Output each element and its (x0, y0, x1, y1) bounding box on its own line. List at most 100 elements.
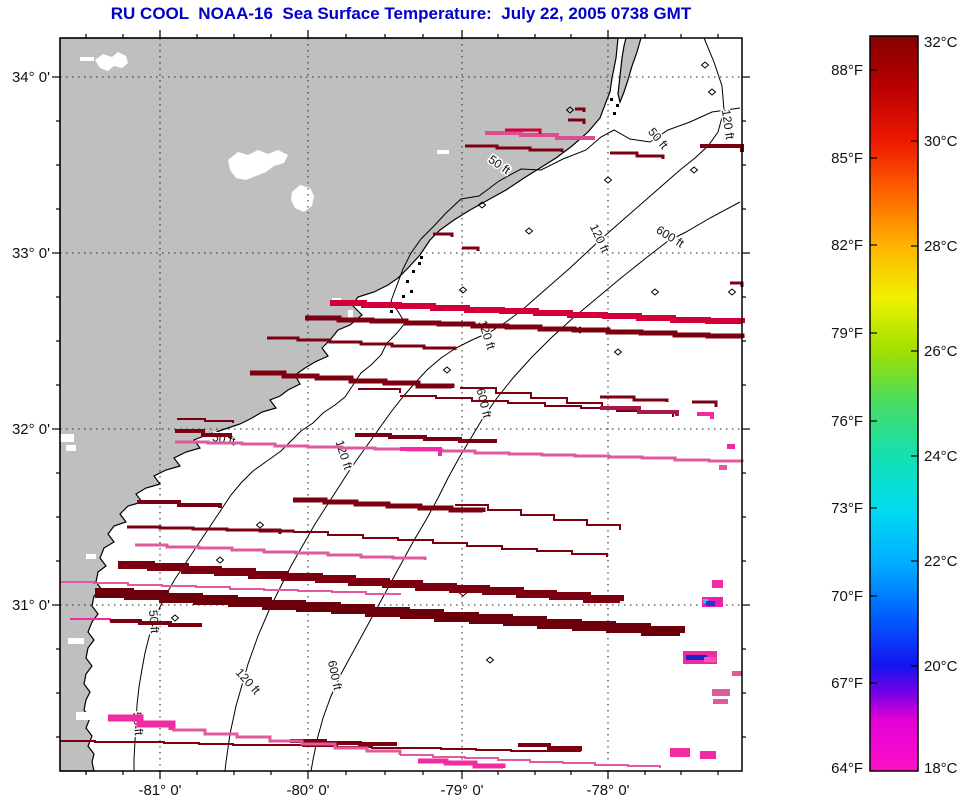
x-axis-label: -81° 0' (138, 782, 181, 799)
depth-islet (565, 106, 575, 114)
coast-dot (412, 270, 415, 273)
sst-scanline (177, 418, 234, 423)
lake (291, 185, 314, 212)
sst-scanline (293, 497, 486, 513)
colorbar-label-celsius: 32°C (924, 34, 958, 51)
sst-scanline (137, 500, 222, 508)
map-frame-layer (59, 37, 743, 772)
sst-scanline (610, 151, 665, 159)
contour-label: 120 ft (476, 318, 499, 352)
sst-patch (712, 580, 723, 588)
colorbar-label-celsius: 30°C (924, 133, 958, 150)
sst-patch (704, 657, 716, 662)
colorbar-label-celsius: 20°C (924, 658, 958, 675)
sst-scanline (172, 728, 402, 755)
colorbar-label-celsius: 22°C (924, 553, 958, 570)
depth-contour (310, 201, 741, 772)
contour-label: 120 ft (719, 109, 737, 141)
sst-scanline (60, 740, 581, 752)
depth-islet (700, 61, 710, 69)
sst-patch (712, 689, 730, 696)
x-axis-label: -79° 0' (440, 782, 483, 799)
sst-scanline (230, 528, 282, 534)
sst-scanline (455, 504, 621, 530)
white-patch (76, 712, 96, 720)
sst-patch (719, 465, 727, 470)
sst-scanline (697, 412, 714, 419)
white-patch (68, 638, 84, 644)
white-patch (66, 445, 76, 451)
sst-scanline (575, 107, 586, 112)
depth-contour (133, 107, 741, 771)
sst-patch (706, 601, 715, 606)
contour-label: 50 ft (645, 125, 671, 152)
sst-scanline (118, 561, 624, 603)
coast-dot (418, 262, 421, 265)
coast-dot (420, 256, 423, 259)
colorbar-label-fahrenheit: 76°F (831, 413, 863, 430)
sst-scanline (95, 588, 685, 636)
sst-scanline (418, 758, 506, 769)
colorbar-label-fahrenheit: 67°F (831, 675, 863, 692)
sst-scanline (135, 543, 427, 560)
colorbar-label-fahrenheit: 64°F (831, 760, 863, 777)
sst-scanline (108, 714, 176, 730)
x-axis-label: -80° 0' (286, 782, 329, 799)
contour-label: 600 ft (473, 387, 494, 420)
contour-label: 600 ft (654, 223, 687, 251)
coast-dot (390, 310, 393, 313)
colorbar-label-celsius: 28°C (924, 238, 958, 255)
land-layer (59, 37, 642, 772)
depth-islet (477, 201, 487, 209)
sst-scanline (175, 429, 232, 438)
sst-scanline (505, 128, 542, 134)
axis-tick-layer (52, 30, 750, 779)
white-patch (136, 610, 148, 615)
colorbar-label-celsius: 24°C (924, 448, 958, 465)
sst-scanline (400, 754, 661, 768)
sst-patch (700, 751, 716, 759)
depth-contour (224, 37, 725, 772)
sst-patch (686, 655, 707, 660)
sst-scanline (485, 131, 595, 140)
colorbar-bar (869, 35, 919, 772)
y-axis-label: 34° 0' (12, 69, 50, 86)
coast-dot (610, 98, 613, 101)
contour-label: 600 ft (325, 659, 345, 692)
contour-label: 120 ft (333, 438, 356, 472)
mainland (59, 37, 619, 772)
colorbar-label-celsius: 26°C (924, 343, 958, 360)
cape-fear-peninsula (617, 37, 642, 104)
sst-scanline (462, 246, 480, 251)
colorbar-label-celsius: 18°C (924, 760, 958, 777)
sst-scanline (267, 336, 457, 350)
sst-scanline (355, 433, 497, 443)
contour-label: 120 ft (587, 222, 613, 256)
colorbar-label-fahrenheit: 88°F (831, 62, 863, 79)
lake (228, 150, 288, 180)
depth-islet (485, 656, 495, 664)
sst-scanline (600, 395, 669, 402)
sst-scanline (730, 281, 744, 287)
sst-scanline (692, 400, 718, 407)
white-patch (80, 57, 94, 61)
sst-scanline (568, 118, 586, 124)
sst-patch (732, 671, 742, 676)
sst-scanline (400, 395, 654, 413)
colorbar-label-fahrenheit: 85°F (831, 150, 863, 167)
depth-islet (603, 176, 613, 184)
sst-scanline (250, 370, 455, 389)
coast-dot (410, 290, 413, 293)
depth-islet (613, 348, 623, 356)
depth-islet (170, 614, 180, 622)
gridline-layer (60, 38, 742, 771)
y-axis-label: 32° 0' (12, 421, 50, 438)
x-axis-label: -78° 0' (586, 782, 629, 799)
white-patch (437, 150, 449, 154)
sst-scanline (400, 447, 442, 456)
sst-scanline (700, 144, 744, 152)
coast-dot (402, 295, 405, 298)
sst-scanline (600, 406, 679, 416)
